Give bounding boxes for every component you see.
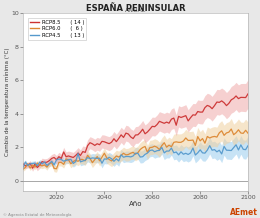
Y-axis label: Cambio de la temperatura mínima (°C): Cambio de la temperatura mínima (°C)	[4, 48, 10, 156]
X-axis label: Año: Año	[129, 201, 142, 207]
Title: ESPAÑA PENINSULAR: ESPAÑA PENINSULAR	[86, 4, 185, 13]
Legend: RCP8.5      ( 14 ), RCP6.0      (  6 ), RCP4.5      ( 13 ): RCP8.5 ( 14 ), RCP6.0 ( 6 ), RCP4.5 ( 13…	[28, 18, 86, 40]
Text: ANUAL: ANUAL	[125, 8, 146, 13]
Text: © Agencia Estatal de Meteorología: © Agencia Estatal de Meteorología	[3, 213, 71, 217]
Text: AEmet: AEmet	[230, 208, 257, 217]
